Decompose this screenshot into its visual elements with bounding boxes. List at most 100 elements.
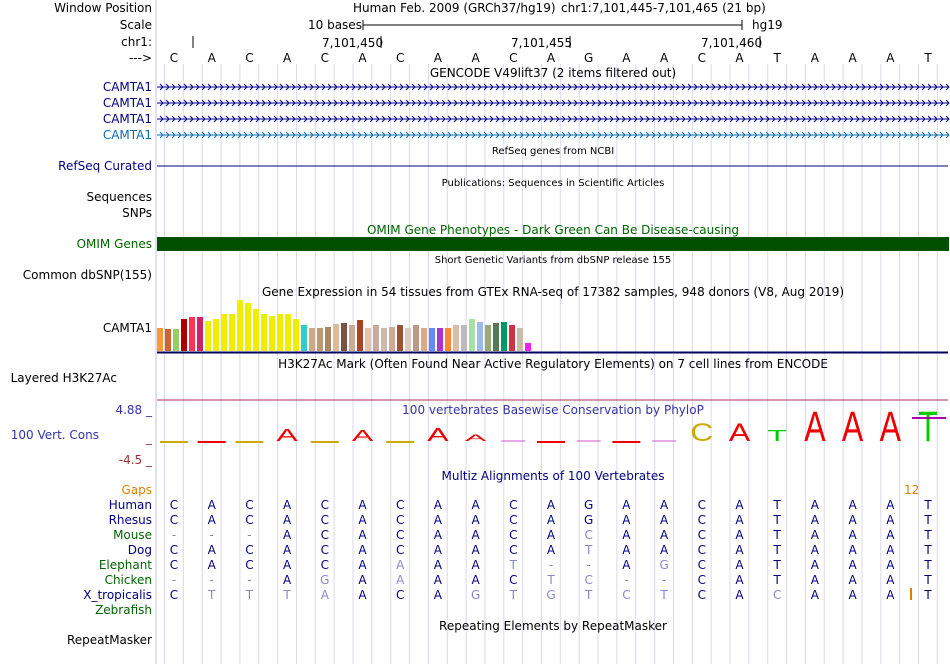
gtex-tissue-bar[interactable] [165,329,171,351]
omim-label[interactable]: OMIM Genes [76,237,152,251]
species-label[interactable]: Elephant [98,558,152,572]
dna-base: C [320,51,329,65]
gencode-item-label[interactable]: CAMTA1 [102,112,152,126]
gtex-tissue-bar[interactable] [509,325,515,351]
species-label[interactable]: Human [108,498,152,512]
gtex-tissue-bar[interactable] [365,328,371,351]
gtex-tissue-bar[interactable] [269,316,275,351]
species-label[interactable]: Rhesus [108,513,152,527]
gtex-title: Gene Expression in 54 tissues from GTEx … [261,285,845,299]
dbsnp-label[interactable]: Common dbSNP(155) [22,268,152,282]
aligned-base: A [735,528,744,542]
gtex-tissue-bar[interactable] [285,314,291,351]
gtex-tissue-bar[interactable] [181,319,187,351]
gtex-tissue-bar[interactable] [317,328,323,351]
gtex-tissue-bar[interactable] [485,325,491,351]
aligned-base: - [586,558,591,572]
aligned-base: C [622,588,631,602]
gencode-item-label[interactable]: CAMTA1 [102,80,152,94]
gtex-tissue-bar[interactable] [429,328,435,351]
aligned-base: A [433,513,442,527]
aligned-base: C [509,498,518,512]
gtex-tissue-bar[interactable] [253,309,259,351]
gtex-tissue-bar[interactable] [397,325,403,351]
gtex-tissue-bar[interactable] [373,325,379,351]
aligned-base: A [358,573,367,587]
aligned-base: G [584,513,594,527]
sequences-label[interactable]: Sequences [86,190,152,204]
gtex-tissue-bar[interactable] [437,328,443,351]
aligned-base: A [810,528,819,542]
phylop-title: 100 vertebrates Basewise Conservation by… [402,403,704,417]
h3k27ac-label[interactable]: Layered H3K27Ac [10,371,117,385]
gtex-tissue-bar[interactable] [229,314,235,351]
gtex-tissue-bar[interactable] [325,327,331,351]
snps-label[interactable]: SNPs [122,206,152,220]
aligned-base: T [773,528,781,542]
aligned-base: A [207,558,216,572]
gtex-tissue-bar[interactable] [421,328,427,351]
gtex-tissue-bar[interactable] [301,325,307,351]
gtex-tissue-bar[interactable] [173,329,179,351]
aligned-base: T [773,558,781,572]
gtex-tissue-bar[interactable] [309,328,315,351]
gtex-tissue-bar[interactable] [213,319,219,351]
aligned-base: C [320,498,329,512]
aligned-base: T [773,498,781,512]
gtex-tissue-bar[interactable] [469,319,475,351]
aligned-base: C [697,588,706,602]
gtex-tissue-bar[interactable] [525,343,531,351]
gtex-tissue-bar[interactable] [477,322,483,351]
aligned-base: T [509,558,517,572]
db-label: hg19 [752,18,783,32]
repeatmasker-label[interactable]: RepeatMasker [66,633,152,647]
phylop-label[interactable]: 100 Vert. Cons [10,428,99,442]
gtex-tissue-bar[interactable] [381,328,387,351]
dna-base: A [207,51,216,65]
gencode-item-label[interactable]: CAMTA1 [102,128,152,142]
species-label[interactable]: Zebrafish [95,603,152,617]
species-label[interactable]: Dog [127,543,152,557]
gtex-tissue-bar[interactable] [349,325,355,351]
gtex-gene-label[interactable]: CAMTA1 [102,321,152,335]
aligned-base: T [509,588,517,602]
gtex-tissue-bar[interactable] [205,321,211,351]
aligned-base: T [924,513,932,527]
gtex-tissue-bar[interactable] [405,328,411,351]
aligned-base: A [282,543,292,557]
species-label[interactable]: Chicken [104,573,152,587]
gtex-tissue-bar[interactable] [221,314,227,351]
refseq-label[interactable]: RefSeq Curated [58,159,152,173]
species-label[interactable]: Mouse [113,528,152,542]
gtex-tissue-bar[interactable] [517,328,523,351]
species-label[interactable]: X_tropicalis [83,588,152,602]
gencode-item-label[interactable]: CAMTA1 [102,96,152,110]
gtex-tissue-bar[interactable] [197,317,203,351]
gtex-tissue-bar[interactable] [189,317,195,351]
gtex-tissue-bar[interactable] [245,303,251,351]
omim-gene-bar[interactable] [157,237,949,251]
gtex-tissue-bar[interactable] [277,314,283,351]
aligned-base: T [660,588,668,602]
gtex-tissue-bar[interactable] [413,325,419,351]
aligned-base: A [358,558,367,572]
aligned-base: A [810,588,819,602]
aligned-base: A [659,513,669,527]
gtex-tissue-bar[interactable] [501,322,507,351]
gtex-tissue-bar[interactable] [493,323,499,351]
gtex-tissue-bar[interactable] [333,324,339,351]
gtex-tissue-bar[interactable] [237,300,243,351]
gtex-tissue-bar[interactable] [261,314,267,351]
gtex-tissue-bar[interactable] [389,327,395,351]
gtex-tissue-bar[interactable] [461,325,467,351]
gtex-tissue-bar[interactable] [445,328,451,351]
gtex-tissue-bar[interactable] [293,319,299,351]
strand-arrow-label[interactable]: ---> [128,51,152,65]
gtex-tissue-bar[interactable] [157,328,163,351]
aligned-base: T [585,588,593,602]
gtex-tissue-bar[interactable] [357,320,363,351]
aligned-base: A [848,558,857,572]
gtex-tissue-bar[interactable] [341,323,347,351]
gtex-tissue-bar[interactable] [453,325,459,351]
aligned-base: A [396,573,405,587]
